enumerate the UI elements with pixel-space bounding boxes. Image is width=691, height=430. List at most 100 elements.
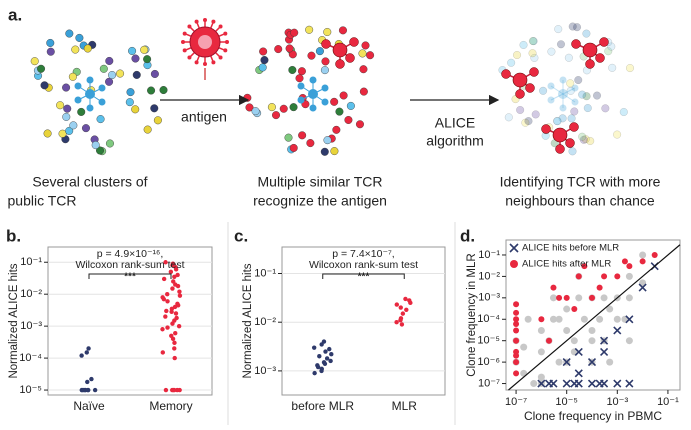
- point: [606, 358, 614, 366]
- point: [165, 299, 170, 304]
- y-axis-label: Normalized ALICE hits: [8, 263, 20, 378]
- node: [126, 88, 135, 97]
- point: [177, 289, 182, 294]
- point: [537, 348, 545, 356]
- node: [272, 111, 281, 120]
- point: [160, 350, 166, 355]
- point: [322, 361, 328, 366]
- node: [559, 104, 567, 112]
- node: [298, 131, 307, 140]
- node: [553, 116, 562, 125]
- node: [355, 120, 364, 129]
- point: [613, 379, 622, 388]
- point: [595, 379, 604, 388]
- node: [516, 105, 525, 114]
- point: [562, 379, 571, 388]
- node: [555, 144, 565, 154]
- point: [606, 305, 614, 313]
- node: [583, 104, 592, 113]
- point: [173, 311, 179, 316]
- node: [626, 64, 635, 73]
- node: [43, 129, 52, 138]
- node: [245, 103, 254, 112]
- node: [571, 98, 579, 106]
- node: [582, 29, 591, 38]
- node: [320, 66, 329, 75]
- point: [596, 315, 604, 323]
- y-axis-label: Clone frequency in MLR: [466, 253, 478, 376]
- point: [562, 358, 571, 367]
- point: [550, 284, 557, 291]
- node: [321, 98, 329, 106]
- node: [288, 65, 297, 74]
- node: [558, 114, 567, 123]
- point: [161, 276, 167, 282]
- point: [81, 387, 86, 393]
- point: [177, 293, 183, 298]
- point: [570, 337, 578, 345]
- panel-label: c.: [234, 226, 248, 245]
- node: [568, 147, 577, 156]
- node: [150, 104, 159, 113]
- point: [165, 291, 170, 297]
- node: [306, 139, 315, 148]
- point: [172, 346, 177, 351]
- node: [601, 104, 610, 113]
- panel-label: a.: [8, 5, 22, 24]
- spike-tip: [218, 24, 223, 29]
- point: [651, 251, 658, 258]
- node: [69, 121, 78, 130]
- node: [308, 89, 318, 99]
- node: [531, 110, 540, 119]
- spike-tip: [194, 60, 199, 65]
- legend-label: ALICE hits after MLR: [522, 259, 611, 270]
- node: [541, 124, 551, 134]
- caption: neighbours than chance: [505, 193, 655, 209]
- point: [639, 279, 647, 287]
- node: [285, 44, 294, 53]
- x-tick-label: 10⁻³: [606, 396, 628, 408]
- y-tick-label: 10⁻²: [478, 270, 500, 282]
- antigen-core: [198, 35, 212, 49]
- node: [321, 57, 330, 66]
- node: [105, 139, 114, 148]
- node: [297, 96, 305, 104]
- point: [172, 355, 177, 361]
- point: [403, 296, 408, 302]
- node: [521, 118, 530, 127]
- point: [537, 373, 545, 381]
- node: [559, 76, 567, 84]
- node: [297, 67, 306, 76]
- point: [530, 380, 538, 388]
- spike-tip: [203, 18, 208, 22]
- spike-tip: [211, 60, 216, 65]
- point: [86, 346, 91, 351]
- point: [163, 314, 168, 319]
- node: [143, 125, 152, 134]
- point: [625, 294, 633, 302]
- point: [571, 306, 578, 313]
- edge: [550, 93, 564, 101]
- node: [56, 101, 65, 110]
- node: [323, 28, 332, 37]
- node: [323, 136, 332, 145]
- node: [332, 42, 348, 58]
- spike-tip: [181, 39, 185, 44]
- spike-tip: [223, 31, 228, 36]
- point: [404, 307, 409, 312]
- node: [607, 42, 616, 51]
- node: [366, 51, 375, 60]
- node: [529, 37, 538, 46]
- node: [99, 64, 108, 73]
- node: [568, 22, 577, 31]
- node: [564, 53, 573, 62]
- legend-marker: [510, 260, 518, 268]
- node: [595, 53, 605, 63]
- node: [552, 127, 568, 143]
- node: [131, 105, 140, 114]
- node: [571, 39, 581, 49]
- diagonal: [508, 244, 681, 391]
- point: [621, 258, 628, 265]
- point: [625, 337, 633, 345]
- point: [588, 294, 595, 301]
